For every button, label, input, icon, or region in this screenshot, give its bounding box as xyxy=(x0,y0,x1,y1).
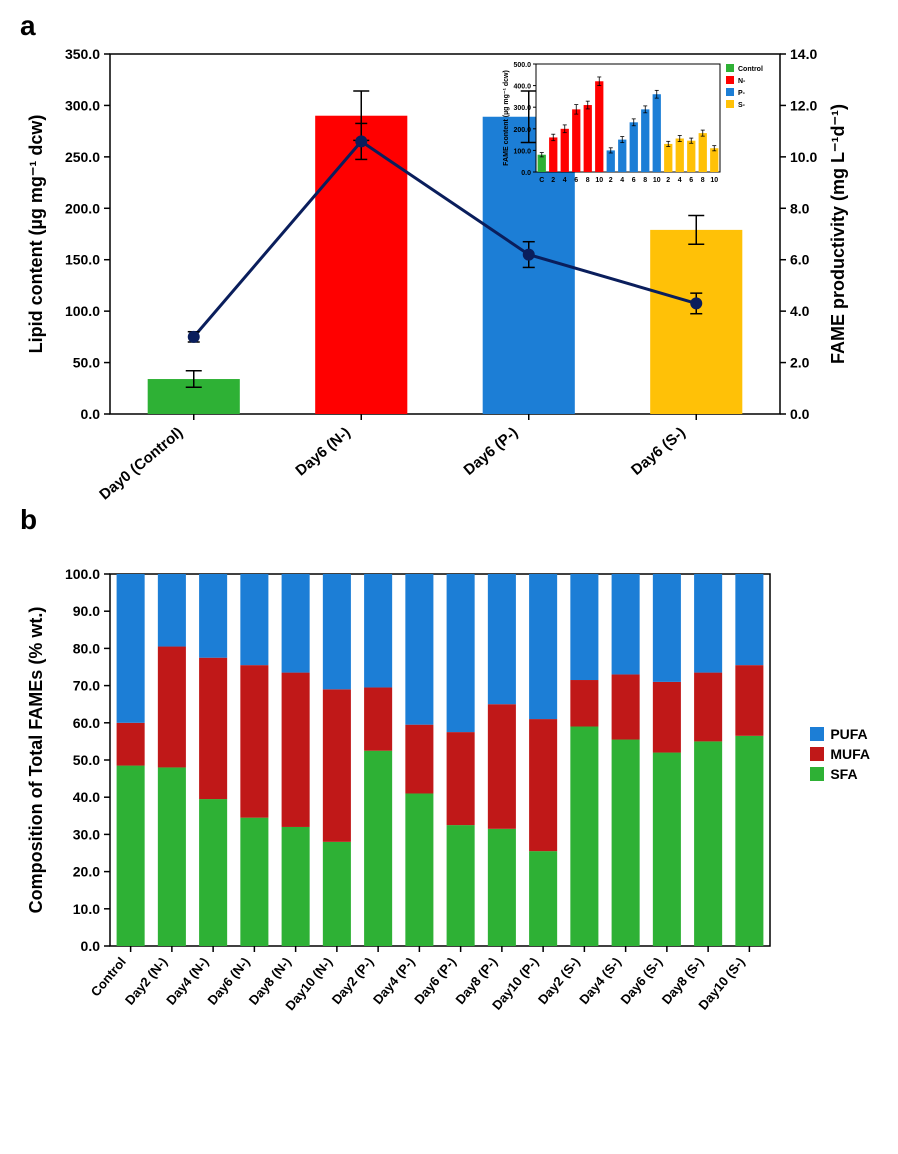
svg-text:Day4 (P-): Day4 (P-) xyxy=(370,954,418,1007)
svg-text:300.0: 300.0 xyxy=(65,97,100,113)
legend-swatch-sfa xyxy=(810,767,824,781)
svg-text:Day4 (N-): Day4 (N-) xyxy=(163,954,211,1007)
svg-text:Day6 (S-): Day6 (S-) xyxy=(628,424,689,479)
svg-text:Composition of Total FAMEs (%: Composition of Total FAMEs (% wt.) xyxy=(26,607,46,914)
svg-text:6: 6 xyxy=(632,177,636,184)
svg-text:10: 10 xyxy=(653,177,661,184)
svg-text:10.0: 10.0 xyxy=(73,901,100,917)
svg-text:2: 2 xyxy=(551,177,555,184)
svg-text:Day6 (N-): Day6 (N-) xyxy=(292,424,353,479)
svg-text:Day0 (Control): Day0 (Control) xyxy=(96,424,186,503)
svg-text:250.0: 250.0 xyxy=(65,149,100,165)
legend-label-sfa: SFA xyxy=(830,766,857,782)
svg-text:4: 4 xyxy=(678,177,682,184)
svg-text:100.0: 100.0 xyxy=(65,566,100,582)
svg-text:0.0: 0.0 xyxy=(81,938,101,954)
svg-text:60.0: 60.0 xyxy=(73,715,100,731)
svg-text:Control: Control xyxy=(738,66,763,73)
svg-text:14.0: 14.0 xyxy=(790,46,817,62)
svg-text:20.0: 20.0 xyxy=(73,864,100,880)
svg-text:200.0: 200.0 xyxy=(65,200,100,216)
svg-text:50.0: 50.0 xyxy=(73,752,100,768)
svg-text:Day2 (P-): Day2 (P-) xyxy=(329,954,377,1007)
svg-text:300.0: 300.0 xyxy=(513,105,531,112)
svg-text:FAME productivity (mg L⁻¹d⁻¹): FAME productivity (mg L⁻¹d⁻¹) xyxy=(828,104,848,364)
svg-text:Day6 (P-): Day6 (P-) xyxy=(411,954,459,1007)
svg-text:0.0: 0.0 xyxy=(81,406,101,422)
svg-text:Day6 (S-): Day6 (S-) xyxy=(617,954,665,1007)
svg-text:50.0: 50.0 xyxy=(73,355,100,371)
svg-text:2: 2 xyxy=(609,177,613,184)
legend-item-sfa: SFA xyxy=(810,766,870,782)
legend-b: PUFA MUFA SFA xyxy=(810,726,870,786)
legend-item-pufa: PUFA xyxy=(810,726,870,742)
svg-text:2: 2 xyxy=(666,177,670,184)
svg-text:4.0: 4.0 xyxy=(790,303,810,319)
figure-container: a 0.050.0100.0150.0200.0250.0300.0350.00… xyxy=(0,0,898,1086)
svg-text:Lipid content (µg mg⁻¹ dcw): Lipid content (µg mg⁻¹ dcw) xyxy=(26,115,46,354)
svg-text:70.0: 70.0 xyxy=(73,678,100,694)
legend-swatch-pufa xyxy=(810,727,824,741)
svg-text:FAME content (µg mg⁻¹ dcw): FAME content (µg mg⁻¹ dcw) xyxy=(503,70,510,166)
svg-text:350.0: 350.0 xyxy=(65,46,100,62)
svg-text:0.0: 0.0 xyxy=(790,406,810,422)
chart-b-svg: 0.0 10.0 20.0 30.0 40.0 50.0 60.0 70.0 80.0 90.0 1… xyxy=(20,566,860,1066)
chart-b: 0.0 10.0 20.0 30.0 40.0 50.0 60.0 70.0 80.0 90.0 1… xyxy=(20,566,860,1066)
svg-text:40.0: 40.0 xyxy=(73,789,100,805)
svg-text:Control: Control xyxy=(88,954,129,999)
svg-text:Day6 (N-): Day6 (N-) xyxy=(204,954,252,1007)
svg-text:200.0: 200.0 xyxy=(513,127,531,134)
svg-text:Day4 (S-): Day4 (S-) xyxy=(576,954,624,1007)
svg-text:8: 8 xyxy=(701,177,705,184)
svg-text:2.0: 2.0 xyxy=(790,355,810,371)
svg-text:6.0: 6.0 xyxy=(790,252,810,268)
legend-swatch-mufa xyxy=(810,747,824,761)
svg-text:4: 4 xyxy=(563,177,567,184)
svg-text:10: 10 xyxy=(710,177,718,184)
svg-text:80.0: 80.0 xyxy=(73,640,100,656)
svg-text:P-: P- xyxy=(738,90,746,97)
svg-text:12.0: 12.0 xyxy=(790,97,817,113)
svg-text:S-: S- xyxy=(738,102,746,109)
svg-text:4: 4 xyxy=(620,177,624,184)
svg-text:500.0: 500.0 xyxy=(513,62,531,69)
svg-text:10: 10 xyxy=(595,177,603,184)
svg-text:8.0: 8.0 xyxy=(790,200,810,216)
svg-text:N-: N- xyxy=(738,78,746,85)
svg-text:150.0: 150.0 xyxy=(65,252,100,268)
svg-text:100.0: 100.0 xyxy=(513,148,531,155)
svg-text:8: 8 xyxy=(586,177,590,184)
legend-item-mufa: MUFA xyxy=(810,746,870,762)
svg-text:Day6 (P-): Day6 (P-) xyxy=(461,424,522,479)
chart-a: 0.050.0100.0150.0200.0250.0300.0350.00.0… xyxy=(20,44,860,504)
svg-text:6: 6 xyxy=(689,177,693,184)
chart-a-svg: 0.050.0100.0150.0200.0250.0300.0350.00.0… xyxy=(20,44,860,534)
legend-label-mufa: MUFA xyxy=(830,746,870,762)
panel-a-label: a xyxy=(20,10,878,42)
svg-text:0.0: 0.0 xyxy=(521,170,531,177)
svg-text:100.0: 100.0 xyxy=(65,303,100,319)
svg-text:30.0: 30.0 xyxy=(73,826,100,842)
svg-text:Day2 (S-): Day2 (S-) xyxy=(535,954,583,1007)
legend-label-pufa: PUFA xyxy=(830,726,867,742)
svg-text:C: C xyxy=(539,177,544,184)
svg-text:8: 8 xyxy=(643,177,647,184)
svg-text:6: 6 xyxy=(574,177,578,184)
svg-text:Day2 (N-): Day2 (N-) xyxy=(122,954,170,1007)
svg-text:400.0: 400.0 xyxy=(513,84,531,91)
svg-text:90.0: 90.0 xyxy=(73,603,100,619)
svg-text:10.0: 10.0 xyxy=(790,149,817,165)
